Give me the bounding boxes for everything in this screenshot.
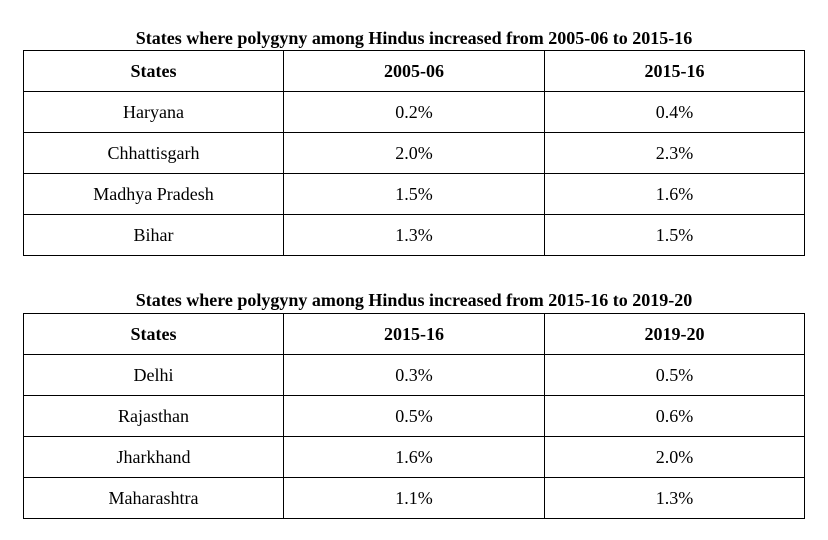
column-header-year-1: 2015-16 [283, 313, 545, 355]
column-header-year-2: 2019-20 [544, 313, 805, 355]
value-cell: 0.2% [283, 91, 545, 133]
value-cell: 1.6% [283, 436, 545, 478]
value-cell: 1.5% [283, 173, 545, 215]
value-cell: 0.5% [544, 354, 805, 396]
value-cell: 2.0% [283, 132, 545, 174]
column-header-states: States [23, 50, 284, 92]
state-cell: Jharkhand [23, 436, 284, 478]
column-header-year-2: 2015-16 [544, 50, 805, 92]
state-cell: Chhattisgarh [23, 132, 284, 174]
value-cell: 1.3% [544, 477, 805, 519]
state-cell: Delhi [23, 354, 284, 396]
table-row: Haryana 0.2% 0.4% [23, 91, 805, 133]
value-cell: 2.0% [544, 436, 805, 478]
table-row: Chhattisgarh 2.0% 2.3% [23, 132, 805, 174]
column-header-states: States [23, 313, 284, 355]
value-cell: 0.5% [283, 395, 545, 437]
table-row: Maharashtra 1.1% 1.3% [23, 477, 805, 519]
polygyny-table-2015-2020: States 2015-16 2019-20 Delhi 0.3% 0.5% R… [23, 313, 805, 519]
value-cell: 1.1% [283, 477, 545, 519]
polygyny-table-2005-2016: States 2005-06 2015-16 Haryana 0.2% 0.4%… [23, 50, 805, 256]
table-row: Bihar 1.3% 1.5% [23, 214, 805, 256]
value-cell: 2.3% [544, 132, 805, 174]
table-2-caption: States where polygyny among Hindus incre… [135, 290, 693, 310]
value-cell: 0.6% [544, 395, 805, 437]
table-row: Delhi 0.3% 0.5% [23, 354, 805, 396]
value-cell: 1.5% [544, 214, 805, 256]
table-header-row: States 2015-16 2019-20 [23, 313, 805, 355]
state-cell: Bihar [23, 214, 284, 256]
table-row: Jharkhand 1.6% 2.0% [23, 436, 805, 478]
value-cell: 1.3% [283, 214, 545, 256]
table-1-caption: States where polygyny among Hindus incre… [135, 28, 693, 48]
state-cell: Maharashtra [23, 477, 284, 519]
table-header-row: States 2005-06 2015-16 [23, 50, 805, 92]
state-cell: Rajasthan [23, 395, 284, 437]
table-row: Madhya Pradesh 1.5% 1.6% [23, 173, 805, 215]
value-cell: 0.3% [283, 354, 545, 396]
value-cell: 1.6% [544, 173, 805, 215]
table-row: Rajasthan 0.5% 0.6% [23, 395, 805, 437]
column-header-year-1: 2005-06 [283, 50, 545, 92]
state-cell: Madhya Pradesh [23, 173, 284, 215]
state-cell: Haryana [23, 91, 284, 133]
value-cell: 0.4% [544, 91, 805, 133]
